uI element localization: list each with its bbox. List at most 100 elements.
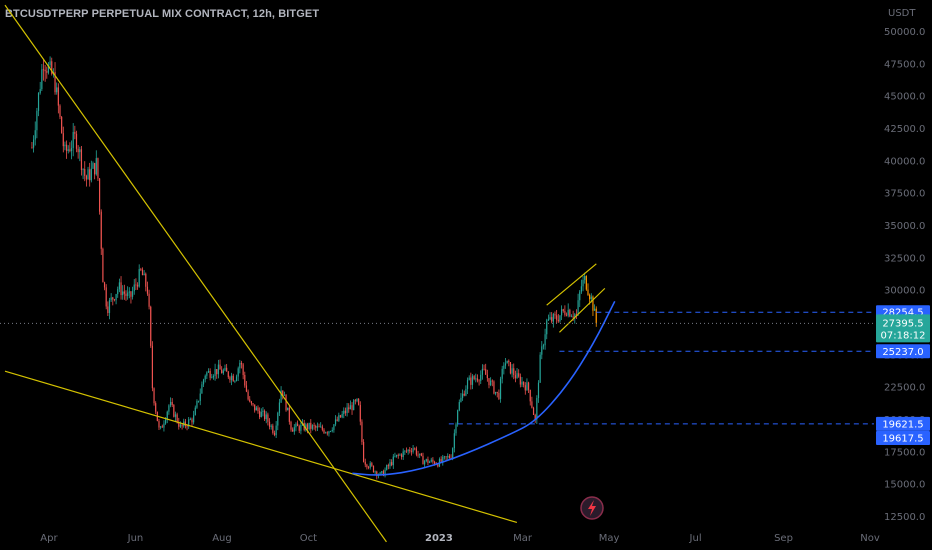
- candle-body: [103, 282, 106, 288]
- candle-body: [419, 453, 421, 455]
- candle: [499, 376, 502, 403]
- candle: [202, 378, 205, 387]
- candle-body: [80, 149, 83, 171]
- candle: [422, 452, 424, 465]
- candle: [207, 368, 210, 373]
- candle: [46, 66, 48, 79]
- candle-body: [125, 293, 127, 296]
- candle: [67, 145, 69, 154]
- candle: [420, 452, 422, 457]
- candle: [125, 290, 127, 301]
- y-tick-label: 40000.0: [884, 156, 925, 167]
- candle: [113, 298, 116, 302]
- y-tick-label: 45000.0: [884, 92, 925, 103]
- candle: [110, 293, 112, 303]
- candle-body: [367, 467, 370, 468]
- candle: [263, 409, 266, 421]
- candle: [569, 308, 571, 318]
- candle-body: [559, 315, 561, 322]
- candle: [166, 410, 168, 424]
- candle-body: [70, 147, 73, 151]
- candle-body: [518, 373, 520, 377]
- candle-body: [325, 432, 327, 434]
- candle: [386, 464, 388, 471]
- candle: [295, 422, 297, 432]
- candle: [494, 391, 497, 396]
- x-tick-label: 2023: [425, 533, 453, 544]
- candle-body: [422, 455, 424, 465]
- candle: [391, 459, 393, 467]
- candle-body: [171, 401, 173, 406]
- candle: [260, 408, 262, 418]
- candle-body: [278, 402, 281, 413]
- candle: [226, 363, 228, 372]
- candle: [567, 303, 569, 318]
- candle: [188, 417, 190, 429]
- candle-body: [551, 317, 553, 322]
- candle-body: [339, 415, 342, 418]
- candle-body: [331, 429, 333, 432]
- candle: [234, 380, 236, 384]
- candle: [336, 416, 338, 422]
- candle: [95, 150, 97, 176]
- candle: [155, 401, 157, 415]
- candle-body: [386, 465, 388, 470]
- x-tick-label: Oct: [300, 533, 317, 544]
- candle-body: [577, 300, 579, 315]
- candle: [75, 130, 78, 153]
- candle-body: [257, 407, 259, 412]
- candle: [585, 275, 587, 291]
- candle: [235, 374, 238, 382]
- candle: [64, 141, 66, 151]
- candle: [575, 309, 578, 319]
- candle-body: [580, 286, 582, 292]
- candle-body: [569, 309, 571, 317]
- candle-body: [108, 300, 111, 313]
- candle: [389, 459, 391, 469]
- candle-body: [485, 369, 487, 375]
- candle-body: [499, 378, 502, 399]
- candle: [130, 291, 132, 304]
- candle: [199, 388, 201, 406]
- channel-lower-line: [559, 287, 606, 333]
- candle: [227, 370, 229, 379]
- candle-body: [72, 132, 74, 148]
- candle: [448, 454, 450, 459]
- candle-body: [141, 269, 144, 276]
- candle-body: [174, 414, 177, 417]
- y-tick-label: 15000.0: [884, 480, 925, 491]
- candle-body: [570, 316, 573, 318]
- candle-body: [362, 441, 365, 462]
- candle-body: [374, 471, 376, 473]
- candle: [153, 387, 155, 406]
- candle-body: [206, 372, 208, 376]
- rounded-bottom-curve: [352, 300, 616, 476]
- candle: [518, 369, 520, 378]
- candle-body: [47, 65, 50, 73]
- candle: [232, 373, 234, 382]
- candle: [56, 82, 58, 95]
- candle: [461, 389, 464, 401]
- candle-body: [483, 368, 485, 370]
- candle: [443, 455, 446, 460]
- candle: [242, 363, 244, 380]
- channel-upper-line: [546, 263, 597, 306]
- candle: [146, 281, 149, 296]
- candle: [217, 359, 219, 379]
- candle-body: [353, 400, 355, 411]
- candle: [577, 293, 579, 317]
- candle-body: [196, 400, 198, 408]
- candle-body: [427, 459, 429, 463]
- candle-body: [420, 453, 422, 456]
- candle: [407, 449, 409, 455]
- price-badges: 28254.5 25237.0 19621.5 19617.5 27395.507:18…: [876, 305, 930, 445]
- candle: [224, 364, 226, 372]
- candle: [338, 412, 340, 422]
- candles: [31, 56, 597, 480]
- candle-body: [226, 367, 228, 372]
- candle-body: [392, 456, 394, 466]
- candle-body: [486, 374, 488, 379]
- candle: [400, 453, 403, 460]
- candle: [151, 341, 153, 392]
